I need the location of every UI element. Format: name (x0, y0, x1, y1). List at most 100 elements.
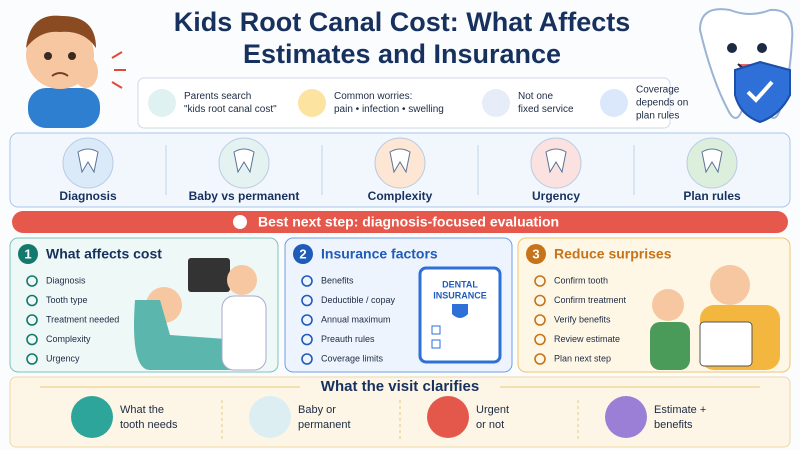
child-head (652, 289, 684, 321)
item-icon (534, 353, 546, 365)
clarify-icon (249, 396, 291, 438)
card-checkbox (431, 325, 441, 335)
factor-label: Baby vs permanent (189, 189, 300, 203)
factor-label: Diagnosis (59, 189, 117, 203)
panel-title: What affects cost (46, 246, 162, 262)
tooth-icon (545, 148, 567, 174)
item-icon (301, 275, 313, 287)
factor-icon (686, 137, 738, 189)
clarify-icon (427, 396, 469, 438)
clarify-text: Urgent (476, 404, 509, 416)
panel-number-badge (293, 244, 313, 264)
item-icon (534, 294, 546, 307)
item-text: Review estimate (554, 334, 620, 344)
item-text: Urgency (46, 353, 80, 363)
info-text: "kids root canal cost" (184, 104, 277, 115)
item-text: Confirm tooth (554, 275, 608, 285)
clarify-text: Baby or (298, 404, 336, 416)
clarifies-items: What the tooth needs Baby or permanent Urgen… (71, 396, 706, 440)
title-line: Estimates and Insurance (243, 39, 561, 69)
parent-head (710, 265, 750, 305)
tooth-icon (701, 148, 723, 174)
child-body (650, 322, 690, 370)
item-text: Tooth type (46, 295, 88, 305)
clarify-text: permanent (298, 419, 351, 431)
item-icon (301, 294, 313, 307)
factor-label: Complexity (368, 189, 433, 203)
item-text: Coverage limits (321, 353, 384, 363)
dentist-head (227, 265, 257, 295)
item-text: Confirm treatment (554, 295, 627, 305)
info-text: Not one (518, 91, 553, 102)
info-text: pain • infection • swelling (334, 104, 444, 115)
info-items: Parents search "kids root canal cost" Comm… (148, 85, 688, 122)
item-icon (26, 275, 38, 287)
banner-icon (233, 215, 247, 229)
calendar (699, 321, 753, 367)
panel-title: Reduce surprises (554, 246, 672, 262)
item-icon (26, 333, 38, 346)
info-text: fixed service (518, 104, 574, 115)
clarify-text: What the (120, 404, 164, 416)
tooth-icon (389, 148, 411, 174)
info-icon (148, 89, 176, 117)
tooth-mascot (698, 8, 794, 124)
banner (12, 211, 788, 233)
banner-text: Best next step: diagnosis-focused evalua… (258, 214, 559, 230)
card-text: INSURANCE (433, 290, 487, 300)
info-icon (482, 89, 510, 117)
panel-number: 2 (299, 246, 306, 261)
panel-number: 1 (24, 246, 31, 261)
info-text: Common worries: (334, 91, 412, 102)
card-shield (452, 304, 468, 318)
item-icon (301, 314, 313, 326)
info-bar (137, 77, 671, 129)
item-text: Benefits (321, 275, 354, 285)
factor-icon (218, 137, 270, 189)
item-icon (534, 275, 546, 287)
panel-title: Insurance factors (321, 246, 438, 262)
factor-label: Plan rules (683, 189, 741, 203)
info-icon (600, 89, 628, 117)
card-text: DENTAL (442, 279, 478, 289)
title-line: Kids Root Canal Cost: What Affects (174, 7, 631, 37)
clarify-text: Estimate + (654, 404, 706, 416)
tooth-icon (233, 148, 255, 174)
item-icon (26, 314, 38, 326)
dentist-body (221, 295, 267, 371)
item-text: Preauth rules (321, 334, 375, 344)
item-text: Treatment needed (46, 314, 119, 324)
item-text: Deductible / copay (321, 295, 396, 305)
panel-number-badge (526, 244, 546, 264)
dental-chair (134, 300, 240, 370)
info-text: Parents search (184, 91, 251, 102)
item-text: Verify benefits (554, 314, 611, 324)
item-text: Plan next step (554, 353, 611, 363)
info-icon (298, 89, 326, 117)
factor-icon (62, 137, 114, 189)
clarify-icon (71, 396, 113, 438)
info-text: Coverage (636, 85, 680, 96)
item-text: Annual maximum (321, 314, 391, 324)
clarify-text: benefits (654, 419, 693, 431)
factor-label: Urgency (532, 189, 580, 203)
card-checkbox (431, 339, 441, 349)
item-icon (301, 333, 313, 346)
clarify-icon (605, 396, 647, 438)
xray-screen (188, 258, 230, 292)
item-icon (534, 333, 546, 346)
factor-icon (530, 137, 582, 189)
panel-number: 3 (532, 246, 539, 261)
info-text: plan rules (636, 111, 679, 122)
item-icon (26, 294, 38, 307)
clarify-text: or not (476, 419, 504, 431)
item-text: Diagnosis (46, 275, 86, 285)
item-icon (301, 353, 313, 365)
panel-number-badge (18, 244, 38, 264)
panels: 1 What affects cost Diagnosis Tooth type Tre… (9, 237, 791, 373)
factor-icon (374, 137, 426, 189)
kid-illustration (26, 15, 126, 128)
item-text: Complexity (46, 334, 91, 344)
info-text: depends on (636, 98, 688, 109)
